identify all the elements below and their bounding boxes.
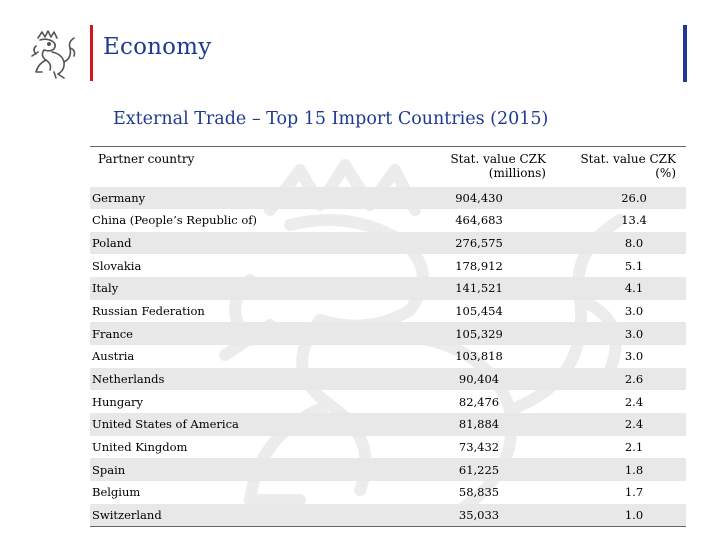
- table-row: Poland 276,575 8.0: [90, 231, 686, 255]
- country-cell: Netherlands: [90, 367, 400, 391]
- table-row: Belgium 58,835 1.7: [90, 481, 686, 504]
- table-row: Germany 904,430 26.0: [90, 186, 686, 210]
- country-cell: Italy: [90, 277, 400, 300]
- percent-cell: 2.6: [558, 367, 686, 391]
- table-row: China (People’s Republic of) 464,683 13.4: [90, 209, 686, 232]
- table-row: Netherlands 90,404 2.6: [90, 367, 686, 391]
- header-value-line2: (millions): [488, 166, 546, 180]
- value-cell: 105,454: [455, 304, 503, 319]
- table-row: Hungary 82,476 2.4: [90, 390, 686, 413]
- value-cell: 141,521: [400, 277, 558, 300]
- table-row: Slovakia 178,912 5.1: [90, 254, 686, 277]
- percent-cell: 5.1: [624, 258, 644, 273]
- percent-cell: 2.1: [624, 440, 644, 455]
- country-cell: France: [90, 322, 400, 346]
- country-cell: United Kingdom: [92, 440, 188, 455]
- value-cell: 73,432: [458, 440, 500, 455]
- header-red-bar: [90, 25, 93, 81]
- value-cell: 904,430: [400, 186, 558, 210]
- value-cell: 35,033: [400, 503, 558, 527]
- country-cell: Germany: [90, 186, 400, 210]
- percent-cell: 2.4: [624, 394, 644, 409]
- country-cell: Hungary: [92, 394, 144, 409]
- value-cell: 103,818: [455, 349, 503, 364]
- header-value-line1: Stat. value CZK: [450, 152, 546, 166]
- lion-logo-icon: [31, 30, 76, 79]
- percent-cell: 8.0: [558, 231, 686, 255]
- table-row: United States of America 81,884 2.4: [90, 413, 686, 436]
- country-cell: Poland: [90, 231, 400, 255]
- value-cell: 178,912: [455, 258, 503, 273]
- percent-cell: 4.1: [558, 277, 686, 300]
- percent-cell: 13.4: [621, 213, 647, 228]
- percent-cell: 26.0: [558, 186, 686, 210]
- header-pct-line2: (%): [655, 166, 676, 180]
- header-partner-country: Partner country: [98, 152, 195, 166]
- table-row: France 105,329 3.0: [90, 322, 686, 346]
- header-blue-bar: [683, 25, 687, 82]
- table-row: Russian Federation 105,454 3.0: [90, 300, 686, 323]
- value-cell: 82,476: [458, 394, 500, 409]
- table-body: Germany 904,430 26.0 China (People’s Republ…: [90, 186, 686, 527]
- value-cell: 81,884: [400, 413, 558, 436]
- table-subtitle: External Trade – Top 15 Import Countries…: [113, 109, 549, 129]
- country-cell: Belgium: [92, 485, 141, 500]
- value-cell: 105,329: [400, 322, 558, 346]
- country-cell: Austria: [92, 349, 135, 364]
- header-pct-line1: Stat. value CZK: [580, 152, 676, 166]
- header-stat-value-millions: Stat. value CZK (millions): [400, 147, 558, 187]
- percent-cell: 1.7: [624, 485, 644, 500]
- import-table-container: Partner country Stat. value CZK (million…: [90, 146, 686, 527]
- country-cell: China (People’s Republic of): [92, 213, 258, 228]
- table-row: United Kingdom 73,432 2.1: [90, 436, 686, 459]
- country-cell: Spain: [90, 458, 400, 482]
- import-countries-table: Partner country Stat. value CZK (million…: [90, 146, 686, 527]
- table-row: Switzerland 35,033 1.0: [90, 503, 686, 527]
- table-header-row: Partner country Stat. value CZK (million…: [90, 146, 686, 187]
- value-cell: 61,225: [400, 458, 558, 482]
- country-cell: Russian Federation: [92, 304, 205, 319]
- country-cell: Switzerland: [90, 503, 400, 527]
- value-cell: 464,683: [455, 213, 503, 228]
- country-cell: Slovakia: [92, 258, 142, 273]
- percent-cell: 2.4: [558, 413, 686, 436]
- percent-cell: 3.0: [624, 304, 644, 319]
- percent-cell: 3.0: [558, 322, 686, 346]
- percent-cell: 1.0: [558, 503, 686, 527]
- page-title: Economy: [103, 34, 212, 60]
- table-row: Austria 103,818 3.0: [90, 345, 686, 368]
- value-cell: 90,404: [400, 367, 558, 391]
- header-stat-value-percent: Stat. value CZK (%): [558, 147, 686, 187]
- table-row: Spain 61,225 1.8: [90, 458, 686, 482]
- percent-cell: 1.8: [558, 458, 686, 482]
- value-cell: 58,835: [458, 485, 500, 500]
- value-cell: 276,575: [400, 231, 558, 255]
- percent-cell: 3.0: [624, 349, 644, 364]
- table-row: Italy 141,521 4.1: [90, 277, 686, 300]
- country-cell: United States of America: [90, 413, 400, 436]
